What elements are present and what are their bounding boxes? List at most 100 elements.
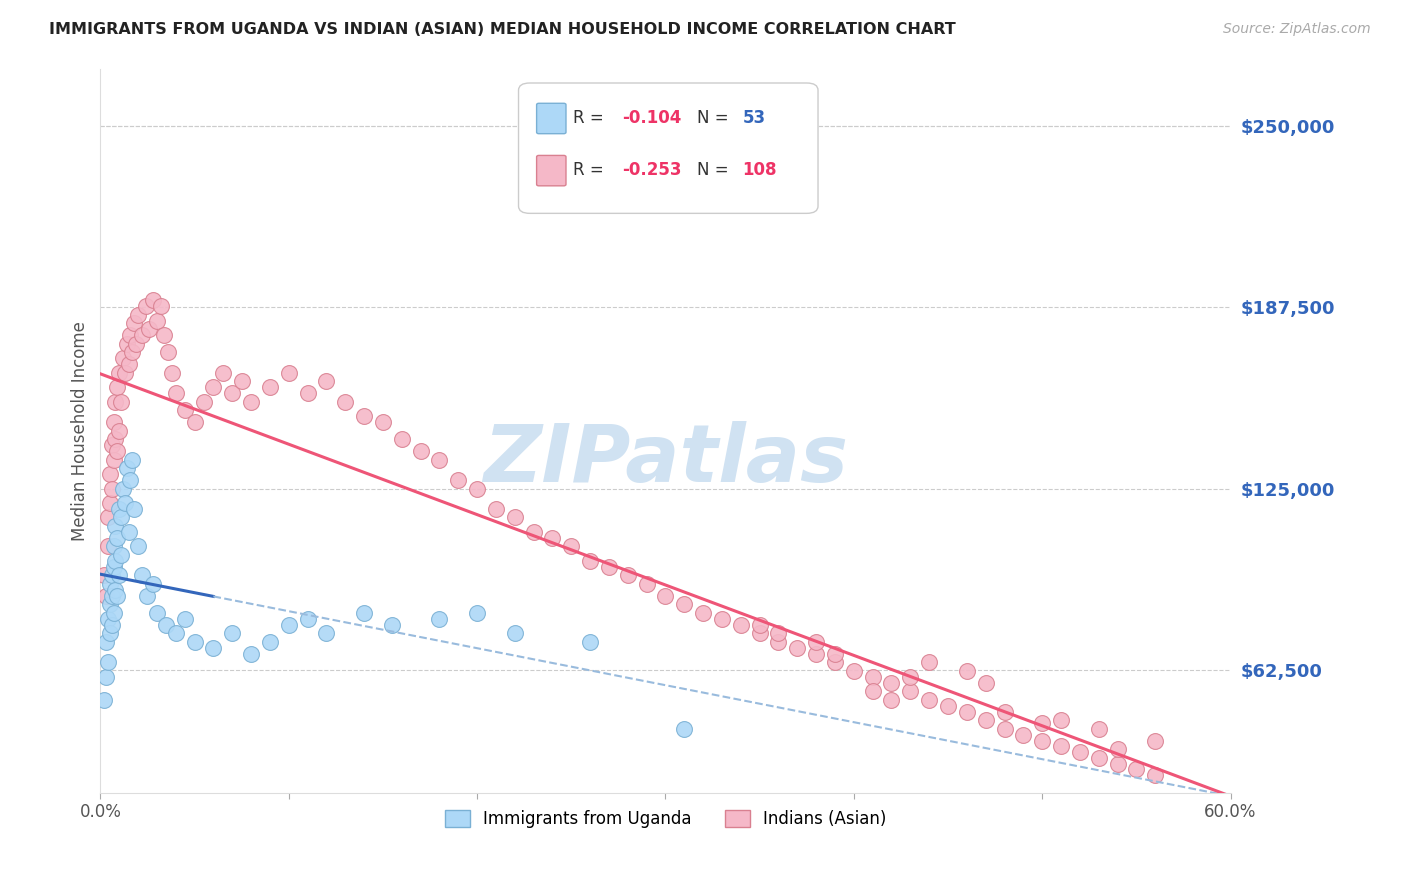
Point [371, 415, 394, 429]
Point [110, 394, 132, 409]
Text: IMMIGRANTS FROM UGANDA VS INDIAN (ASIAN) MEDIAN HOUSEHOLD INCOME CORRELATION CHA: IMMIGRANTS FROM UGANDA VS INDIAN (ASIAN)… [49, 22, 956, 37]
Point [100, 589, 122, 603]
Point [918, 656, 941, 670]
Text: 108: 108 [742, 161, 776, 179]
Point [93, 693, 115, 707]
Point [465, 606, 488, 620]
Point [768, 635, 790, 649]
Text: -0.253: -0.253 [623, 161, 682, 179]
Point [485, 501, 508, 516]
Point [353, 606, 375, 620]
Point [221, 386, 243, 401]
Point [409, 443, 432, 458]
Point [138, 322, 160, 336]
Point [103, 415, 125, 429]
Point [297, 386, 319, 401]
Point [211, 366, 233, 380]
Point [103, 559, 125, 574]
Point [93, 568, 115, 582]
Point [636, 577, 658, 591]
Point [202, 640, 225, 655]
Point [120, 473, 142, 487]
Point [94, 670, 117, 684]
Point [105, 531, 128, 545]
Point [598, 559, 620, 574]
Point [97, 540, 120, 554]
Point [1125, 763, 1147, 777]
Point [174, 612, 197, 626]
Point [120, 328, 142, 343]
Point [98, 626, 121, 640]
Text: R =: R = [572, 161, 609, 179]
Point [98, 496, 121, 510]
Point [108, 568, 131, 582]
Point [1087, 722, 1109, 736]
Point [131, 568, 153, 582]
Point [111, 482, 134, 496]
Point [541, 531, 564, 545]
Text: N =: N = [697, 109, 734, 127]
Text: N =: N = [697, 161, 734, 179]
Point [918, 693, 941, 707]
Point [153, 328, 176, 343]
FancyBboxPatch shape [519, 83, 818, 213]
Point [117, 357, 139, 371]
Point [105, 443, 128, 458]
Point [673, 722, 696, 736]
Point [824, 647, 846, 661]
Point [103, 452, 125, 467]
Point [108, 501, 131, 516]
Point [103, 540, 125, 554]
Point [110, 548, 132, 562]
Point [125, 336, 148, 351]
Y-axis label: Median Household Income: Median Household Income [72, 320, 89, 541]
Point [993, 722, 1015, 736]
Text: ZIPatlas: ZIPatlas [482, 420, 848, 499]
Point [1144, 768, 1167, 782]
Point [127, 540, 149, 554]
Point [936, 698, 959, 713]
Point [94, 589, 117, 603]
Point [710, 612, 733, 626]
Point [259, 380, 281, 394]
Point [97, 612, 120, 626]
Point [616, 568, 638, 582]
FancyBboxPatch shape [537, 155, 567, 186]
Point [131, 328, 153, 343]
Point [127, 308, 149, 322]
Point [104, 582, 127, 597]
Point [824, 656, 846, 670]
Text: -0.104: -0.104 [623, 109, 682, 127]
Point [786, 640, 808, 655]
Point [1050, 739, 1073, 754]
Point [135, 299, 157, 313]
Point [692, 606, 714, 620]
Point [654, 589, 676, 603]
Point [1050, 713, 1073, 727]
Point [117, 524, 139, 539]
Point [768, 626, 790, 640]
Point [447, 473, 470, 487]
Point [429, 612, 451, 626]
Point [155, 617, 177, 632]
Point [353, 409, 375, 423]
Point [465, 482, 488, 496]
Point [104, 394, 127, 409]
Point [136, 589, 159, 603]
Point [94, 635, 117, 649]
Point [105, 589, 128, 603]
Point [100, 568, 122, 582]
Point [146, 313, 169, 327]
Point [165, 386, 187, 401]
Point [165, 626, 187, 640]
Point [100, 438, 122, 452]
Point [240, 394, 263, 409]
Point [579, 554, 602, 568]
Point [149, 299, 172, 313]
Point [748, 617, 770, 632]
Point [503, 510, 526, 524]
Point [898, 684, 921, 698]
Point [880, 675, 903, 690]
Point [157, 345, 180, 359]
Point [122, 501, 145, 516]
